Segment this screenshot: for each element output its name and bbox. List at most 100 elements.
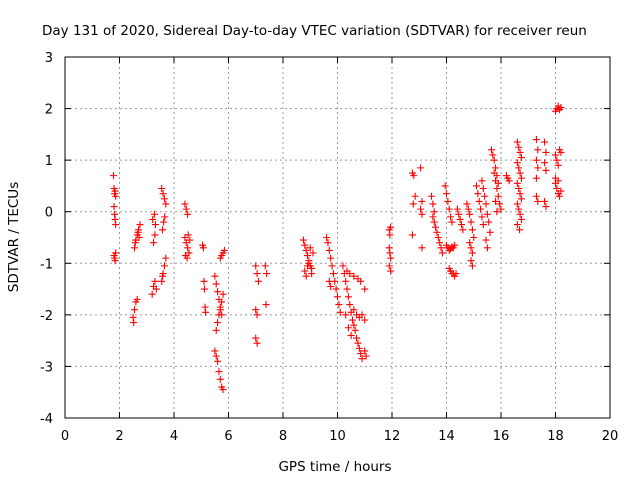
data-point xyxy=(211,272,219,280)
data-point xyxy=(438,249,446,257)
data-point xyxy=(487,146,495,154)
data-point xyxy=(362,352,370,360)
data-point xyxy=(253,339,261,347)
data-point xyxy=(323,234,331,241)
data-point xyxy=(493,185,501,193)
data-point xyxy=(301,267,309,275)
data-point xyxy=(556,192,564,200)
data-point xyxy=(515,164,523,172)
data-point xyxy=(339,262,347,270)
data-point xyxy=(443,190,450,198)
data-point xyxy=(135,234,143,241)
data-point xyxy=(325,246,333,254)
data-point xyxy=(496,200,504,208)
data-point xyxy=(212,280,220,288)
data-point xyxy=(344,324,352,332)
data-point xyxy=(335,301,343,309)
data-point xyxy=(515,185,523,193)
data-point xyxy=(324,239,332,247)
axis-ticks xyxy=(64,56,611,419)
data-point xyxy=(447,213,455,221)
data-point xyxy=(111,257,119,265)
data-point xyxy=(216,306,224,314)
data-point xyxy=(479,185,487,193)
data-point xyxy=(409,200,417,208)
y-tick-label: 0 xyxy=(45,206,53,221)
data-point xyxy=(357,350,365,358)
data-point xyxy=(110,203,118,211)
data-point xyxy=(386,249,394,257)
data-point xyxy=(493,208,501,216)
data-point xyxy=(185,249,193,257)
y-tick-label: -1 xyxy=(40,257,53,272)
data-point xyxy=(466,239,474,247)
data-point xyxy=(532,192,540,200)
data-point xyxy=(354,339,362,347)
data-point xyxy=(201,285,209,293)
data-point xyxy=(346,301,354,309)
data-point xyxy=(182,205,190,213)
data-point xyxy=(182,239,190,247)
data-point xyxy=(517,195,525,203)
data-point xyxy=(437,244,445,252)
data-point xyxy=(253,270,261,278)
data-point xyxy=(513,200,521,208)
y-axis-label: SDTVAR / TECUs xyxy=(6,182,22,292)
data-point xyxy=(513,159,521,167)
data-point xyxy=(517,154,525,162)
data-point xyxy=(347,331,355,339)
data-point xyxy=(211,347,219,355)
data-point xyxy=(532,174,540,182)
data-point xyxy=(541,197,549,205)
data-point xyxy=(130,306,138,314)
data-point xyxy=(515,143,523,151)
data-point xyxy=(472,182,480,190)
data-point xyxy=(444,197,452,205)
data-point xyxy=(308,270,316,278)
x-axis-label: GPS time / hours xyxy=(278,459,391,475)
data-point xyxy=(448,218,456,226)
x-tick-label: 0 xyxy=(61,429,69,444)
y-tick-label: -3 xyxy=(40,360,53,375)
data-point xyxy=(466,210,474,218)
y-tick-label: -4 xyxy=(40,412,53,427)
data-point xyxy=(348,316,356,324)
data-point xyxy=(467,257,475,265)
data-point xyxy=(436,239,444,247)
data-point xyxy=(387,267,395,275)
data-point xyxy=(161,213,169,221)
data-point xyxy=(489,151,497,159)
data-point xyxy=(534,164,542,172)
data-point xyxy=(358,355,366,363)
data-point xyxy=(542,148,550,156)
data-point xyxy=(481,192,489,200)
data-point xyxy=(417,164,425,172)
data-point xyxy=(302,272,310,280)
data-point xyxy=(215,368,223,376)
data-point xyxy=(150,210,158,218)
data-point xyxy=(309,249,317,257)
data-point xyxy=(200,277,208,285)
data-point xyxy=(202,308,210,316)
data-point xyxy=(252,306,260,314)
data-point xyxy=(184,244,192,252)
x-tick-label: 20 xyxy=(602,429,619,444)
data-point xyxy=(513,221,521,229)
y-tick-label: 3 xyxy=(45,51,53,66)
data-point xyxy=(329,270,337,278)
gridlines xyxy=(65,57,610,418)
data-point xyxy=(130,244,138,252)
data-point xyxy=(445,205,453,213)
data-point xyxy=(342,277,350,285)
data-point xyxy=(355,344,363,352)
data-point xyxy=(216,375,224,383)
x-tick-label: 4 xyxy=(170,429,178,444)
data-point xyxy=(482,200,490,208)
data-point xyxy=(542,203,550,211)
data-point xyxy=(557,187,565,195)
data-point xyxy=(361,285,369,293)
data-point xyxy=(219,290,227,298)
chart-title: Day 131 of 2020, Sidereal Day-to-day VTE… xyxy=(42,23,587,39)
data-point xyxy=(252,334,260,342)
